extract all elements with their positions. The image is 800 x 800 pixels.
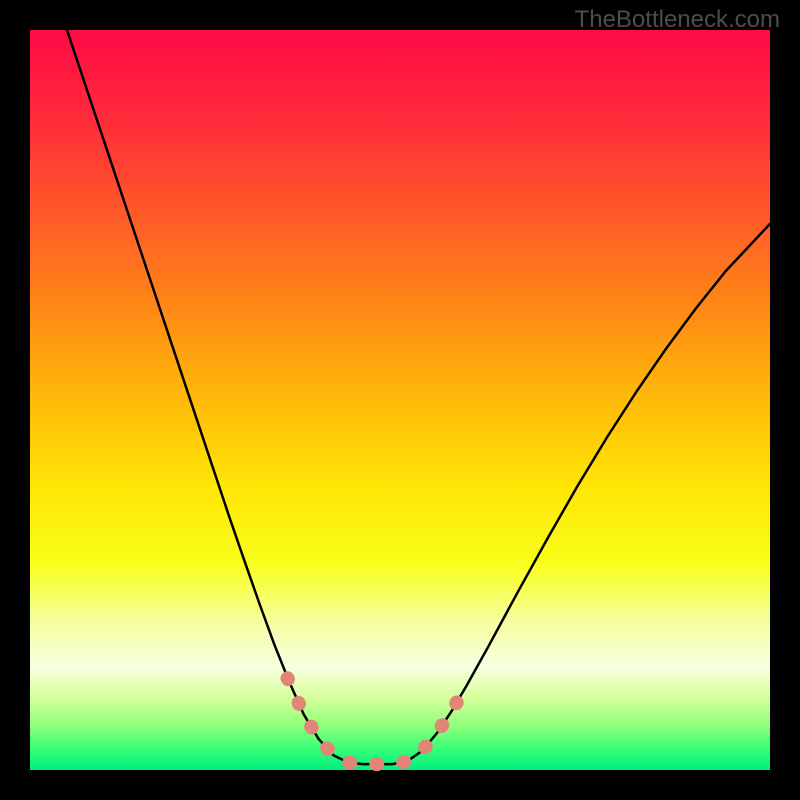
bottleneck-curve	[67, 30, 770, 764]
optimal-range-marker	[288, 678, 467, 764]
chart-container: TheBottleneck.com	[0, 0, 800, 800]
watermark-text: TheBottleneck.com	[575, 6, 780, 34]
curve-layer	[30, 30, 770, 770]
